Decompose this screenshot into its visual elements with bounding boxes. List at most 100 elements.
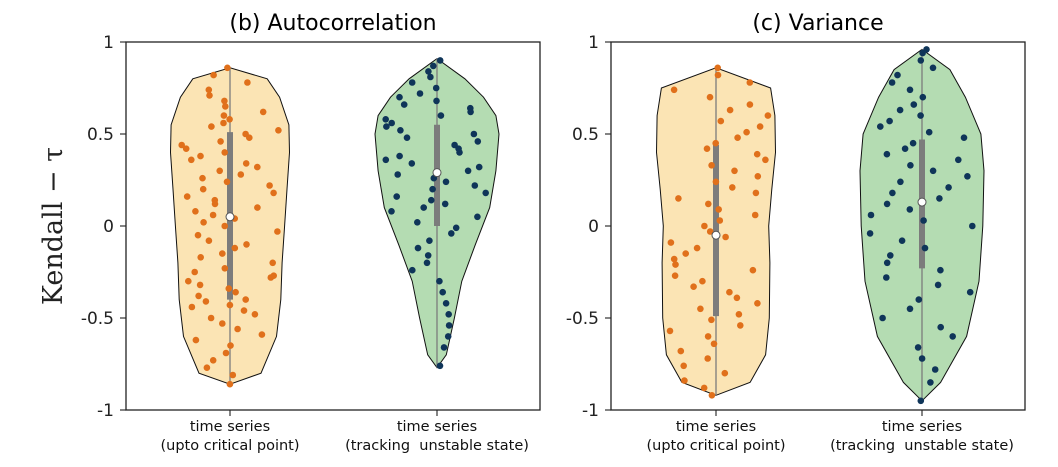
x-tick-label: (tracking unstable state) (345, 438, 529, 454)
data-point (270, 272, 278, 280)
data-point (388, 208, 395, 215)
data-point (888, 79, 896, 86)
data-point (220, 119, 227, 127)
data-point (866, 230, 874, 237)
data-point (923, 46, 930, 53)
data-point (677, 347, 685, 355)
chart-title: (c) Variance (752, 11, 883, 36)
data-point (185, 277, 192, 285)
data-point (934, 281, 942, 289)
data-point (211, 196, 219, 204)
data-point (887, 252, 894, 259)
data-point (408, 160, 416, 167)
data-point (710, 340, 718, 348)
data-point (243, 241, 250, 248)
data-point (400, 101, 408, 108)
data-point (188, 156, 195, 164)
data-point (877, 123, 884, 130)
data-point (269, 259, 277, 267)
data-point (920, 217, 927, 224)
data-point (221, 222, 228, 230)
plot-frame (610, 41, 1026, 411)
data-point (197, 152, 204, 160)
data-point (210, 71, 217, 79)
data-point (441, 200, 449, 208)
data-point (715, 206, 722, 213)
data-point (471, 182, 479, 189)
data-point (726, 106, 734, 114)
data-point (270, 189, 277, 197)
data-point (219, 320, 226, 327)
data-point (452, 224, 460, 232)
data-point (737, 322, 744, 329)
data-point (240, 307, 248, 314)
data-point (474, 213, 481, 221)
data-point (722, 233, 729, 241)
data-point (731, 167, 738, 175)
data-point (700, 384, 708, 392)
data-point (889, 189, 896, 197)
data-point (671, 272, 679, 280)
data-point (437, 112, 445, 119)
data-point (433, 97, 440, 105)
data-point (396, 93, 403, 101)
data-point (217, 138, 224, 145)
data-point (178, 141, 185, 149)
data-point (414, 219, 421, 226)
data-point (754, 300, 761, 307)
data-point (672, 261, 679, 268)
data-point (220, 112, 228, 119)
x-tick-label: (tracking unstable state) (830, 438, 1014, 454)
data-point (442, 178, 450, 186)
data-point (712, 139, 719, 147)
data-point (883, 150, 891, 158)
data-point (442, 300, 450, 307)
y-tick-label: 1 (103, 33, 114, 53)
data-point (229, 371, 237, 379)
data-point (427, 73, 434, 81)
data-point (219, 250, 226, 257)
data-point (708, 162, 715, 169)
data-point (708, 316, 715, 324)
data-point (426, 237, 433, 244)
data-point (205, 86, 213, 94)
data-point (735, 311, 743, 318)
data-point (251, 311, 259, 318)
data-point (216, 167, 223, 175)
data-point (242, 160, 250, 167)
chart-title: (b) Autocorrelation (229, 11, 436, 36)
data-point (445, 311, 453, 318)
data-point (393, 193, 401, 200)
data-point (733, 294, 741, 302)
y-axis-label: Kendall − τ (38, 147, 69, 305)
data-point (712, 178, 720, 186)
data-point (898, 237, 906, 244)
data-point (706, 228, 714, 235)
data-point (209, 211, 217, 219)
data-point (388, 119, 396, 127)
median-marker (711, 230, 721, 240)
data-point (886, 117, 893, 125)
data-point (670, 255, 678, 263)
data-point (382, 156, 390, 164)
data-point (222, 103, 229, 110)
data-point (931, 366, 939, 373)
data-point (436, 362, 444, 370)
data-point (192, 336, 200, 344)
data-point (436, 277, 443, 285)
data-point (717, 117, 725, 125)
data-point (408, 79, 416, 86)
data-point (429, 185, 436, 193)
x-tick-label: (upto critical point) (646, 438, 785, 454)
data-point (221, 149, 228, 156)
data-point (428, 196, 435, 204)
x-tick-label: time series (190, 419, 270, 435)
data-point (182, 145, 190, 152)
data-point (183, 193, 191, 200)
data-point (734, 134, 741, 141)
data-point (969, 222, 976, 230)
data-point (225, 285, 233, 292)
data-point (226, 301, 234, 309)
data-point (199, 185, 207, 193)
data-point (397, 127, 404, 134)
